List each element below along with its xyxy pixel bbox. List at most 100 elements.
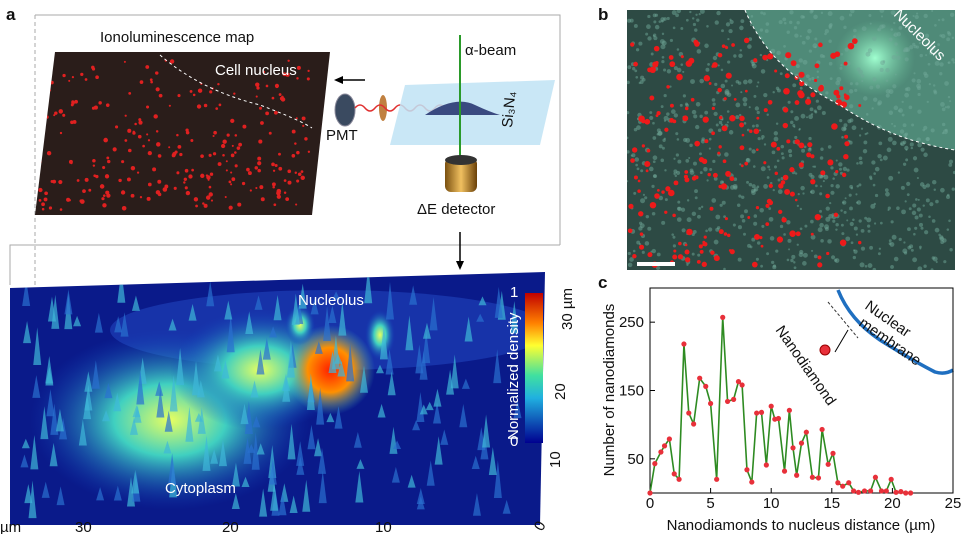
- map-dot: [302, 125, 304, 127]
- speckle: [761, 166, 766, 171]
- map-dot: [62, 74, 65, 77]
- speckle: [761, 135, 765, 139]
- speckle: [655, 25, 659, 29]
- map-dot: [193, 94, 196, 97]
- data-point: [691, 421, 696, 426]
- red-dot: [724, 97, 727, 100]
- speckle: [727, 60, 730, 63]
- speckle: [766, 252, 769, 255]
- speckle: [886, 94, 890, 98]
- map-dot: [208, 179, 210, 181]
- red-dot: [785, 52, 791, 58]
- speckle: [857, 200, 861, 204]
- speckle: [753, 165, 756, 168]
- speckle: [634, 24, 638, 28]
- speckle: [942, 18, 945, 21]
- speckle: [715, 228, 719, 232]
- red-dot: [842, 173, 846, 177]
- speckle: [877, 29, 879, 31]
- map-dot: [148, 183, 152, 187]
- speckle: [755, 106, 759, 110]
- speckle: [903, 141, 907, 145]
- speckle: [905, 57, 909, 61]
- map-dot: [302, 116, 306, 120]
- red-dot: [647, 67, 652, 72]
- map-dot: [261, 197, 265, 201]
- speckle: [627, 65, 631, 69]
- speckle: [676, 153, 679, 156]
- map-dot: [242, 125, 246, 129]
- red-dot: [717, 152, 720, 155]
- speckle: [942, 123, 945, 126]
- data-point: [868, 488, 873, 493]
- speckle: [735, 103, 740, 108]
- speckle: [828, 24, 832, 28]
- speckle: [635, 76, 638, 79]
- annotation: Nanodiamond: [772, 323, 840, 409]
- speckle: [794, 33, 798, 37]
- speckle: [811, 250, 813, 252]
- map-dot: [128, 92, 131, 95]
- speckle: [692, 212, 696, 216]
- speckle: [737, 204, 740, 207]
- speckle: [888, 176, 893, 181]
- red-dot: [702, 241, 705, 244]
- speckle: [707, 63, 710, 66]
- map-dot: [38, 188, 42, 192]
- map-dot: [301, 170, 304, 173]
- speckle: [866, 52, 871, 57]
- red-dot: [781, 180, 786, 185]
- speckle: [886, 89, 891, 94]
- speckle: [940, 102, 945, 107]
- map-dot: [266, 85, 269, 88]
- speckle: [931, 268, 934, 271]
- speckle: [798, 193, 800, 195]
- x-tick-label: 25: [945, 495, 962, 512]
- map-dot: [124, 61, 126, 63]
- speckle: [891, 123, 893, 125]
- map-dot: [248, 171, 252, 175]
- map-dot: [156, 87, 160, 91]
- red-dot: [835, 170, 838, 173]
- speckle: [820, 156, 824, 160]
- speckle: [829, 202, 831, 204]
- map-dot: [69, 160, 73, 164]
- map-dot: [137, 172, 139, 174]
- speckle: [777, 89, 781, 93]
- map-dot: [230, 183, 232, 185]
- map-dot: [186, 131, 190, 135]
- red-dot: [685, 244, 688, 247]
- tangent: [828, 302, 858, 338]
- speckle: [694, 189, 698, 193]
- map-dot: [295, 203, 297, 205]
- speckle: [729, 130, 734, 135]
- speckle: [787, 30, 790, 33]
- map-dot: [122, 206, 127, 211]
- red-dot: [674, 180, 679, 185]
- speckle: [685, 159, 689, 163]
- speckle: [809, 50, 812, 53]
- speckle: [908, 138, 910, 140]
- speckle: [840, 64, 842, 66]
- red-dot: [825, 194, 830, 199]
- speckle: [944, 81, 949, 86]
- speckle: [706, 179, 708, 181]
- speckle: [923, 265, 926, 268]
- speckle: [849, 207, 853, 211]
- speckle: [800, 208, 802, 210]
- red-dot: [807, 142, 812, 147]
- speckle: [917, 137, 921, 141]
- speckle: [855, 82, 858, 85]
- red-dot: [858, 104, 861, 107]
- speckle: [917, 177, 919, 179]
- speckle: [939, 235, 943, 239]
- speckle: [896, 52, 898, 54]
- red-dot: [710, 207, 714, 211]
- speckle: [920, 54, 923, 57]
- map-dot: [155, 71, 158, 74]
- speckle: [727, 93, 731, 97]
- red-dot: [661, 190, 664, 193]
- map-dot: [179, 153, 182, 156]
- data-point: [667, 436, 672, 441]
- speckle: [701, 206, 703, 208]
